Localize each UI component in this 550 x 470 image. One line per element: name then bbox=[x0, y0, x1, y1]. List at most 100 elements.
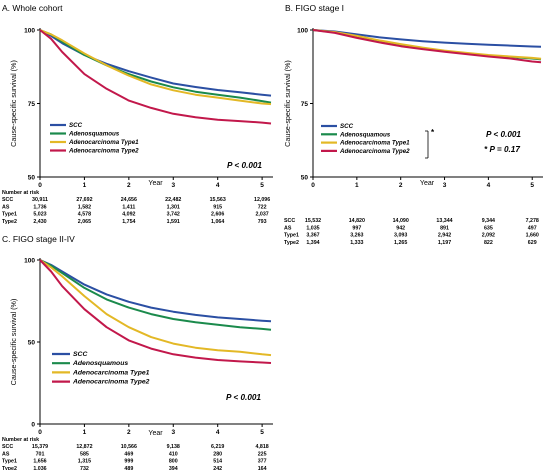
chart-title: C. FIGO stage II-IV bbox=[2, 234, 75, 244]
risk-cell: 1,656 bbox=[33, 459, 46, 465]
risk-cell: 1,036 bbox=[33, 466, 46, 470]
risk-cell: 2,037 bbox=[255, 212, 268, 218]
risk-cell: 2,092 bbox=[482, 233, 495, 239]
risk-cell: 2,430 bbox=[33, 219, 46, 225]
x-tick-label: 0 bbox=[38, 429, 42, 436]
risk-row-label: Type1 bbox=[284, 233, 299, 239]
risk-cell: 3,093 bbox=[394, 233, 407, 239]
bracket-star: * bbox=[431, 128, 435, 137]
risk-cell: 1,394 bbox=[306, 240, 319, 246]
risk-cell: 497 bbox=[528, 225, 537, 231]
risk-row-label: AS bbox=[2, 451, 10, 457]
p-value: P < 0.001 bbox=[226, 393, 261, 402]
risk-cell: 10,566 bbox=[121, 444, 137, 450]
legend-entry: Adenosquamous bbox=[339, 131, 391, 138]
chart-panel-0: A. Whole cohort 0 1 2 3 4 5 50 75 100 Cause-specif… bbox=[2, 3, 273, 225]
x-tick-label: 5 bbox=[260, 429, 264, 436]
risk-cell: 489 bbox=[124, 466, 133, 470]
y-axis-label: Cause-specific survival (%) bbox=[9, 60, 18, 147]
legend-entry: Adenosquamous bbox=[72, 360, 128, 367]
x-axis-label: Year bbox=[148, 180, 163, 187]
y-axis-label: Cause-specific survival (%) bbox=[283, 60, 292, 147]
risk-cell: 27,692 bbox=[76, 197, 92, 203]
risk-cell: 280 bbox=[213, 451, 222, 457]
risk-cell: 4,092 bbox=[122, 212, 135, 218]
risk-cell: 4,578 bbox=[78, 212, 91, 218]
series-line-1 bbox=[39, 259, 272, 331]
series-line-3 bbox=[39, 29, 272, 125]
x-tick-label: 4 bbox=[216, 429, 220, 436]
x-tick-label: 2 bbox=[127, 429, 131, 436]
risk-row-label: AS bbox=[2, 204, 10, 210]
risk-cell: 13,344 bbox=[436, 218, 452, 224]
legend-entry: SCC bbox=[73, 351, 87, 358]
risk-cell: 1,582 bbox=[78, 204, 91, 210]
risk-cell: 242 bbox=[213, 466, 222, 470]
risk-cell: 822 bbox=[484, 240, 493, 246]
risk-cell: 732 bbox=[80, 466, 89, 470]
risk-cell: 1,197 bbox=[438, 240, 451, 246]
chart-panel-1: B. FIGO stage I 0 1 2 3 4 5 50 75 100 Cause-specif… bbox=[283, 3, 543, 246]
y-tick-label: 100 bbox=[297, 27, 308, 34]
y-tick-label: 50 bbox=[28, 339, 36, 346]
risk-cell: 891 bbox=[440, 225, 449, 231]
risk-cell: 225 bbox=[258, 451, 267, 457]
risk-cell: 1,064 bbox=[211, 219, 224, 225]
risk-table-header: Number at risk bbox=[2, 437, 39, 443]
legend-entry: Adenocarcinoma Type2 bbox=[339, 148, 410, 155]
x-tick-label: 2 bbox=[127, 182, 131, 189]
risk-cell: 14,820 bbox=[349, 218, 365, 224]
legend-entry: SCC bbox=[69, 122, 83, 129]
risk-cell: 1,265 bbox=[394, 240, 407, 246]
risk-cell: 1,754 bbox=[122, 219, 135, 225]
p-value-star: * P = 0.17 bbox=[484, 145, 520, 154]
risk-cell: 1,591 bbox=[167, 219, 180, 225]
risk-cell: 999 bbox=[124, 459, 133, 465]
risk-row-label: Type2 bbox=[2, 466, 17, 470]
chart-title: B. FIGO stage I bbox=[285, 3, 344, 13]
risk-cell: 3,367 bbox=[306, 233, 319, 239]
risk-cell: 5,023 bbox=[33, 212, 46, 218]
x-axis-label: Year bbox=[148, 430, 163, 437]
risk-cell: 629 bbox=[528, 240, 537, 246]
y-axis-label: Cause-specific survival (%) bbox=[9, 299, 18, 386]
risk-cell: 3,742 bbox=[167, 212, 180, 218]
y-tick-label: 100 bbox=[24, 257, 35, 264]
risk-cell: 164 bbox=[258, 466, 267, 470]
risk-cell: 12,096 bbox=[254, 197, 270, 203]
risk-cell: 377 bbox=[258, 459, 267, 465]
series-line-2 bbox=[39, 29, 272, 106]
x-tick-label: 5 bbox=[260, 182, 264, 189]
legend-entry: Adenosquamous bbox=[68, 131, 120, 138]
chart-title: A. Whole cohort bbox=[2, 3, 63, 13]
risk-row-label: Type2 bbox=[2, 219, 17, 225]
risk-cell: 14,090 bbox=[393, 218, 409, 224]
risk-cell: 30,911 bbox=[32, 197, 48, 203]
risk-cell: 3,263 bbox=[350, 233, 363, 239]
risk-cell: 15,532 bbox=[305, 218, 321, 224]
risk-cell: 15,563 bbox=[210, 197, 226, 203]
risk-row-label: SCC bbox=[284, 218, 295, 224]
risk-cell: 22,482 bbox=[165, 197, 181, 203]
risk-cell: 469 bbox=[124, 451, 133, 457]
risk-cell: 701 bbox=[36, 451, 45, 457]
series-line-2 bbox=[312, 29, 542, 60]
p-value: P < 0.001 bbox=[486, 130, 521, 139]
risk-cell: 635 bbox=[484, 225, 493, 231]
x-tick-label: 4 bbox=[487, 182, 491, 189]
series-line-3 bbox=[39, 259, 272, 364]
risk-cell: 585 bbox=[80, 451, 89, 457]
risk-cell: 1,333 bbox=[350, 240, 363, 246]
risk-cell: 1,411 bbox=[122, 204, 135, 210]
risk-cell: 2,942 bbox=[438, 233, 451, 239]
x-tick-label: 3 bbox=[171, 182, 175, 189]
risk-cell: 6,219 bbox=[211, 444, 224, 450]
risk-cell: 1,315 bbox=[78, 459, 91, 465]
risk-row-label: SCC bbox=[2, 444, 13, 450]
risk-cell: 722 bbox=[258, 204, 267, 210]
risk-cell: 4,818 bbox=[255, 444, 268, 450]
x-tick-label: 0 bbox=[311, 182, 315, 189]
y-tick-label: 75 bbox=[28, 101, 36, 108]
risk-cell: 24,656 bbox=[121, 197, 137, 203]
risk-cell: 2,065 bbox=[78, 219, 91, 225]
